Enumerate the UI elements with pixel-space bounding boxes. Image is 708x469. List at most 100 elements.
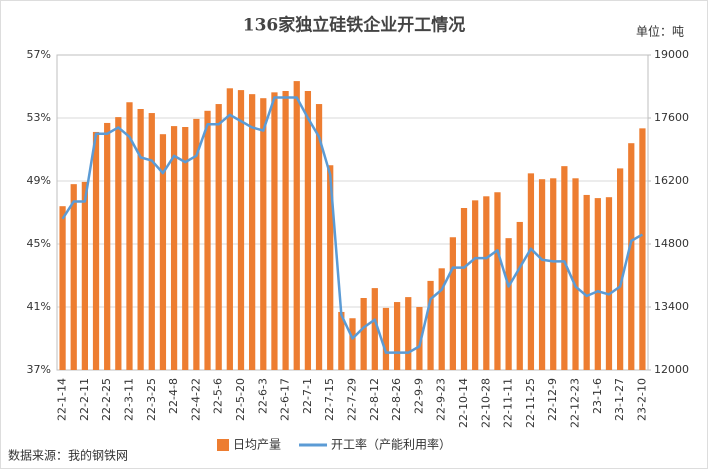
x-tick-label: 22-1-14	[56, 378, 69, 421]
bar	[617, 168, 624, 370]
y-tick-label: 41%	[27, 300, 51, 313]
bar	[572, 178, 579, 370]
bar	[59, 206, 66, 370]
y2-tick-label: 16200	[654, 174, 689, 187]
bar	[338, 311, 345, 370]
bar	[438, 268, 445, 370]
bar	[382, 307, 390, 370]
x-tick-label: 22-9-9	[412, 378, 425, 414]
bar	[527, 173, 535, 370]
bar	[137, 109, 144, 370]
x-tick-label: 22-2-11	[78, 378, 91, 421]
x-tick-label: 22-4-22	[189, 378, 202, 421]
x-tick-label: 22-11-11	[502, 378, 515, 428]
bar	[516, 221, 523, 370]
x-tick-label: 22-7-1	[301, 378, 314, 414]
x-tick-label: 22-7-29	[346, 378, 359, 421]
x-tick-label: 23-1-27	[613, 378, 626, 421]
bar	[472, 200, 479, 370]
bar	[639, 128, 646, 370]
legend-swatch	[217, 439, 229, 451]
x-tick-label: 22-8-26	[390, 378, 403, 421]
bar	[505, 238, 512, 370]
x-tick-label: 22-6-17	[279, 378, 292, 421]
x-tick-label: 22-12-23	[569, 378, 582, 428]
y-tick-label: 53%	[27, 111, 51, 124]
bar	[416, 307, 423, 370]
bar	[148, 113, 155, 371]
y-tick-label: 45%	[27, 237, 51, 250]
y2-tick-label: 17600	[654, 111, 689, 124]
bar	[583, 194, 590, 370]
bar	[81, 181, 88, 370]
y2-tick-label: 12000	[654, 363, 689, 376]
bar	[315, 104, 323, 371]
y2-tick-label: 13400	[654, 300, 689, 313]
x-tick-label: 22-7-15	[323, 378, 336, 421]
x-tick-label: 22-3-11	[122, 378, 135, 421]
bar	[304, 91, 312, 370]
bar	[249, 94, 256, 371]
bar	[360, 298, 367, 370]
bar	[271, 92, 278, 370]
bar	[427, 280, 434, 370]
bar	[327, 165, 334, 370]
bar	[405, 297, 412, 370]
x-tick-label: 22-11-25	[524, 378, 537, 428]
y2-tick-label: 19000	[654, 48, 689, 61]
bar	[594, 198, 601, 370]
bar	[483, 196, 490, 370]
x-tick-label: 22-5-20	[234, 378, 247, 421]
x-tick-label: 22-8-12	[368, 378, 381, 421]
bar	[92, 131, 100, 370]
x-tick-label: 22-6-3	[256, 378, 269, 414]
bar	[115, 117, 122, 370]
x-tick-label: 22-9-23	[435, 378, 448, 421]
bar	[460, 208, 468, 370]
bar	[561, 166, 568, 370]
bar	[550, 178, 557, 370]
bar	[237, 90, 245, 370]
bar	[293, 81, 300, 370]
bar	[605, 197, 613, 370]
bar	[628, 143, 635, 370]
x-tick-label: 22-10-14	[457, 378, 470, 428]
y-tick-label: 57%	[27, 48, 51, 61]
bar	[282, 91, 289, 370]
bar	[226, 88, 233, 371]
x-tick-label: 22-3-25	[145, 378, 158, 421]
legend-label: 日均产量	[233, 438, 281, 452]
y-tick-label: 49%	[27, 174, 51, 187]
bar	[393, 302, 401, 370]
bar	[182, 127, 189, 370]
bar	[70, 184, 77, 370]
source-note: 数据来源：我的钢铁网	[8, 448, 128, 463]
bar	[449, 237, 456, 370]
bar	[371, 288, 378, 370]
bar	[193, 118, 200, 371]
x-tick-label: 22-4-8	[167, 378, 180, 414]
bar	[170, 126, 178, 370]
y2-tick-label: 14800	[654, 237, 689, 250]
legend-label: 开工率（产能利用率）	[331, 437, 451, 452]
line	[61, 96, 644, 354]
bar	[104, 122, 111, 370]
bar	[349, 318, 356, 370]
unit-label: 单位：吨	[636, 24, 684, 39]
bar	[260, 98, 267, 370]
x-tick-label: 22-12-9	[546, 378, 559, 421]
x-tick-label: 22-10-28	[479, 378, 492, 428]
chart-title: 136家独立硅铁企业开工情况	[243, 15, 466, 36]
bar	[204, 110, 211, 371]
bar	[494, 192, 501, 370]
x-tick-label: 23-2-10	[635, 378, 648, 421]
bar	[126, 102, 133, 370]
bar	[215, 104, 222, 371]
bar	[538, 179, 546, 370]
bar	[159, 134, 167, 370]
x-tick-label: 22-5-6	[212, 378, 225, 414]
x-tick-label: 22-2-25	[100, 378, 113, 421]
x-tick-label: 23-1-6	[591, 378, 604, 414]
y-tick-label: 37%	[27, 363, 51, 376]
